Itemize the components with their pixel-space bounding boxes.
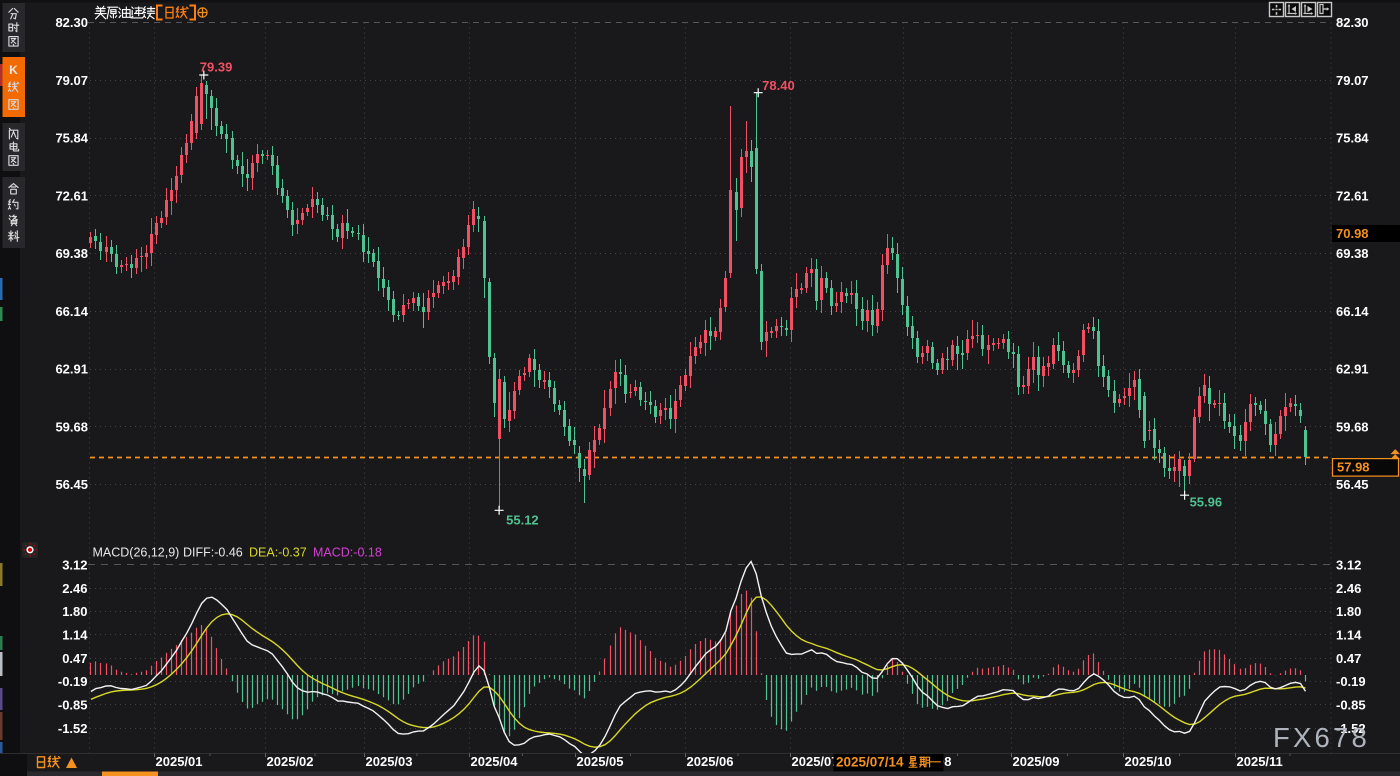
svg-text:62.91: 62.91 [1336,362,1369,377]
svg-text:MACD:-0.18: MACD:-0.18 [313,546,382,560]
svg-text:FX678: FX678 [1273,722,1370,753]
svg-text:2.46: 2.46 [1336,581,1361,596]
svg-text:66.14: 66.14 [55,304,88,319]
svg-text:79.07: 79.07 [1336,73,1369,88]
svg-text:1.80: 1.80 [1336,604,1361,619]
svg-text:69.38: 69.38 [55,246,88,261]
svg-text:1.14: 1.14 [62,627,88,642]
svg-text:2025/11: 2025/11 [1237,754,1283,769]
svg-text:82.30: 82.30 [1336,15,1369,30]
svg-text:0.47: 0.47 [62,651,87,666]
svg-text:-1.52: -1.52 [58,721,88,736]
svg-text:1.80: 1.80 [62,604,87,619]
svg-text:66.14: 66.14 [1336,304,1369,319]
svg-text:-1.52: -1.52 [1336,721,1366,736]
svg-text:-0.85: -0.85 [1336,697,1366,712]
svg-text:3.12: 3.12 [1336,557,1361,572]
svg-text:0.47: 0.47 [1336,651,1361,666]
svg-text:3.12: 3.12 [62,557,87,572]
svg-text:70.98: 70.98 [1336,226,1369,241]
svg-text:82.30: 82.30 [55,15,88,30]
svg-text:2025/02: 2025/02 [267,754,314,769]
svg-text:2025/04: 2025/04 [471,754,519,769]
svg-text:K: K [9,63,18,77]
svg-text:2025/05: 2025/05 [577,754,624,769]
svg-text:MACD(26,12,9): MACD(26,12,9) [93,546,180,560]
svg-text:55.96: 55.96 [1190,495,1223,510]
svg-text:62.91: 62.91 [55,362,88,377]
svg-text:57.98: 57.98 [1337,460,1370,475]
svg-text:2.46: 2.46 [62,581,87,596]
svg-text:72.61: 72.61 [1336,188,1369,203]
svg-text:2025/01: 2025/01 [156,754,203,769]
svg-text:DEA:-0.37: DEA:-0.37 [249,546,307,560]
svg-text:75.84: 75.84 [1336,131,1369,146]
svg-text:56.45: 56.45 [1336,477,1369,492]
svg-text:DIFF:-0.46: DIFF:-0.46 [183,546,243,560]
svg-text:79.39: 79.39 [200,60,233,75]
svg-text:-0.19: -0.19 [1336,674,1366,689]
svg-text:2025/06: 2025/06 [687,754,734,769]
svg-text:72.61: 72.61 [55,188,88,203]
svg-text:56.45: 56.45 [55,477,88,492]
svg-text:55.12: 55.12 [506,512,539,527]
svg-text:2025/09: 2025/09 [1013,754,1060,769]
svg-text:59.68: 59.68 [1336,419,1369,434]
svg-text:2025/07/14: 2025/07/14 [836,755,904,770]
svg-text:69.38: 69.38 [1336,246,1369,261]
svg-text:75.84: 75.84 [55,131,88,146]
svg-text:2025/07: 2025/07 [792,754,839,769]
svg-text:2025/03: 2025/03 [366,754,413,769]
svg-text:79.07: 79.07 [55,73,88,88]
svg-text:2025/10: 2025/10 [1125,754,1172,769]
svg-text:1.14: 1.14 [1336,627,1362,642]
svg-text:59.68: 59.68 [55,419,88,434]
svg-text:78.40: 78.40 [762,78,795,93]
svg-text:-0.19: -0.19 [58,674,88,689]
svg-text:-0.85: -0.85 [58,697,88,712]
